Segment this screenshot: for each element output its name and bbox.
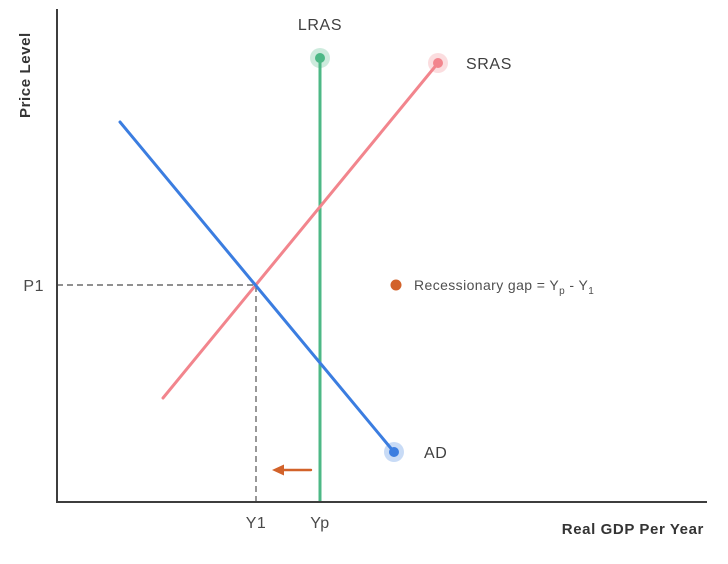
- legend-dot: [390, 279, 402, 291]
- output-yp-label: Yp: [310, 515, 329, 532]
- sras-curve: [161, 61, 440, 400]
- legend-subscript-p: p: [559, 286, 565, 297]
- lras-label: LRAS: [298, 17, 342, 34]
- legend-subscript-1: 1: [588, 286, 594, 297]
- equilibrium-guide-dashes: [57, 284, 257, 502]
- lras-endpoint-dot: [315, 53, 325, 63]
- ad-endpoint-dot: [389, 447, 399, 457]
- left-shift-arrow-head: [272, 464, 284, 476]
- ad-label: AD: [424, 445, 447, 462]
- output-y1-label: Y1: [246, 515, 267, 532]
- x-axis-label: Real GDP Per Year: [562, 521, 704, 538]
- ad-curve: [118, 120, 396, 454]
- legend-text-prefix: Recessionary gap = Y: [414, 277, 559, 293]
- y-axis-label: Price Level: [17, 32, 34, 118]
- legend-text-separator: - Y: [565, 277, 588, 293]
- sras-endpoint-dot: [433, 58, 443, 68]
- legend-label: Recessionary gap = Yp - Y1: [414, 277, 594, 297]
- price-p1-label: P1: [23, 278, 44, 295]
- sras-label: SRAS: [466, 56, 512, 73]
